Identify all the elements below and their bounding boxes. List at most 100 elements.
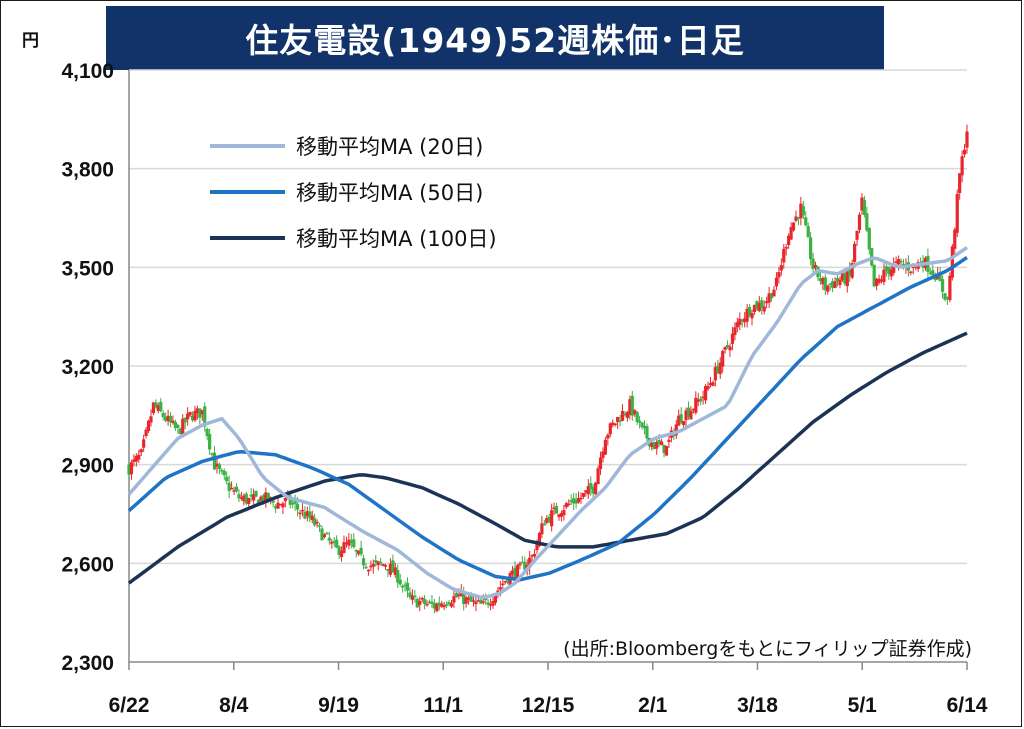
candle-down xyxy=(364,566,368,569)
candle-down xyxy=(520,561,524,564)
candle-down xyxy=(740,319,744,322)
y-unit-label: 円 xyxy=(22,31,39,51)
candle-up xyxy=(383,565,388,567)
candle-down xyxy=(848,267,852,276)
candle-down xyxy=(154,402,158,408)
candle-up xyxy=(535,542,539,551)
candle-up xyxy=(376,561,380,566)
candle-up xyxy=(576,497,581,503)
candle-up xyxy=(713,367,717,381)
candle-up xyxy=(799,203,803,219)
candle-down xyxy=(547,516,551,523)
candle-down xyxy=(237,494,241,499)
candle-down xyxy=(899,260,903,263)
candle-up xyxy=(388,563,393,575)
candle-up xyxy=(628,399,632,415)
candle-down xyxy=(928,272,932,274)
candle-down xyxy=(254,490,258,497)
candle-down xyxy=(161,412,165,418)
candle-up xyxy=(171,420,175,423)
candle-down xyxy=(801,206,805,216)
candle-down xyxy=(572,498,576,504)
candle-down xyxy=(225,476,229,482)
candle-down xyxy=(332,541,336,543)
candle-down xyxy=(222,470,226,476)
candle-down xyxy=(747,306,752,317)
candle-down xyxy=(359,547,363,555)
x-tick-label: 9/19 xyxy=(318,694,359,717)
candle-up xyxy=(960,156,964,176)
candle-up xyxy=(149,416,153,423)
y-tick-label: 3,800 xyxy=(61,159,114,182)
candle-up xyxy=(596,468,600,485)
candle-down xyxy=(234,486,239,492)
candle-down xyxy=(945,297,950,299)
candle-up xyxy=(322,534,327,538)
candle-down xyxy=(462,592,466,605)
candle-down xyxy=(210,453,214,455)
candle-down xyxy=(716,366,720,373)
x-tick-label: 12/15 xyxy=(522,694,575,717)
candle-up xyxy=(882,269,886,283)
candle-up xyxy=(300,509,305,512)
candle-up xyxy=(625,412,630,418)
candle-up xyxy=(660,441,664,446)
candle-down xyxy=(361,558,366,566)
candle-up xyxy=(894,261,898,263)
candle-up xyxy=(892,263,896,273)
candle-down xyxy=(249,494,253,497)
candle-up xyxy=(826,285,830,292)
candle-down xyxy=(273,506,278,509)
candle-up xyxy=(156,405,160,411)
candle-up xyxy=(242,495,246,502)
candle-up xyxy=(564,503,568,508)
candle-down xyxy=(686,407,691,417)
candle-up xyxy=(962,149,967,155)
candle-down xyxy=(554,506,559,514)
candle-up xyxy=(166,415,170,422)
candle-down xyxy=(938,272,942,282)
candle-down xyxy=(657,440,661,445)
candle-up xyxy=(750,313,754,319)
candle-down xyxy=(901,263,906,266)
candle-down xyxy=(828,283,832,286)
candle-up xyxy=(860,197,864,211)
candle-up xyxy=(586,486,590,495)
candle-up xyxy=(518,563,522,566)
candle-up xyxy=(743,318,747,323)
y-tick-label: 2,300 xyxy=(61,652,114,675)
candle-up xyxy=(186,413,190,420)
candle-up xyxy=(276,502,280,509)
candle-down xyxy=(386,568,390,571)
candle-down xyxy=(454,593,458,597)
candle-up xyxy=(787,235,791,246)
y-tick-label: 3,500 xyxy=(61,257,114,280)
candle-down xyxy=(203,406,207,427)
candle-up xyxy=(620,410,625,421)
candle-up xyxy=(875,278,879,287)
candle-up xyxy=(193,410,197,421)
candle-down xyxy=(408,592,412,597)
candle-down xyxy=(823,277,827,291)
y-tick-label: 2,900 xyxy=(61,455,114,478)
candle-up xyxy=(530,555,534,557)
candle-up xyxy=(381,564,385,566)
candle-up xyxy=(594,482,598,495)
candle-down xyxy=(872,264,876,287)
candle-up xyxy=(838,279,842,286)
candle-up xyxy=(655,442,659,449)
candle-down xyxy=(159,401,163,412)
candle-up xyxy=(601,451,605,458)
candle-up xyxy=(347,539,351,546)
candle-down xyxy=(164,416,168,421)
candle-up xyxy=(232,490,236,492)
candle-up xyxy=(608,423,612,435)
candle-up xyxy=(711,382,715,386)
candle-down xyxy=(403,584,407,587)
candle-up xyxy=(264,492,268,503)
candle-up xyxy=(449,603,454,607)
candle-down xyxy=(445,604,449,606)
candle-down xyxy=(638,420,642,423)
candle-down xyxy=(423,598,427,604)
